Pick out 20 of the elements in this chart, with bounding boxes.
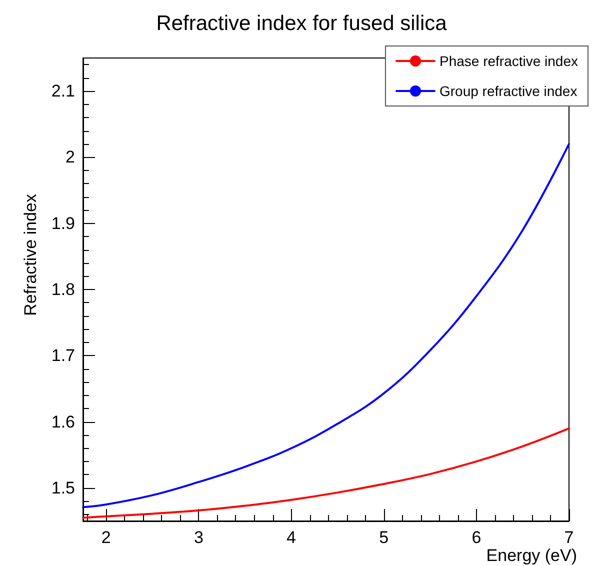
y-tick-label: 2.1 — [51, 82, 75, 101]
y-tick-label: 2 — [66, 148, 75, 167]
x-tick-label: 2 — [101, 528, 111, 547]
y-tick-label: 1.5 — [51, 478, 75, 498]
y-tick-label: 1.7 — [51, 346, 75, 366]
legend-label: Group refractive index — [439, 83, 578, 99]
chart-title: Refractive index for fused silica — [156, 12, 448, 35]
x-tick-label: 3 — [194, 528, 204, 547]
y-axis-title: Refractive index — [21, 194, 40, 316]
y-tick-label: 1.9 — [51, 214, 75, 233]
line-series — [82, 427, 570, 519]
x-tick-label: 7 — [564, 528, 574, 547]
legend-label: Phase refractive index — [439, 53, 578, 69]
x-axis-title: Energy (eV) — [486, 546, 577, 565]
x-tick-label: 6 — [472, 528, 482, 547]
y-tick-label: 1.6 — [51, 412, 75, 432]
line-series — [82, 142, 570, 508]
x-tick-label: 5 — [379, 528, 389, 547]
x-tick-label: 4 — [286, 528, 296, 547]
y-tick-label: 1.8 — [51, 280, 75, 299]
